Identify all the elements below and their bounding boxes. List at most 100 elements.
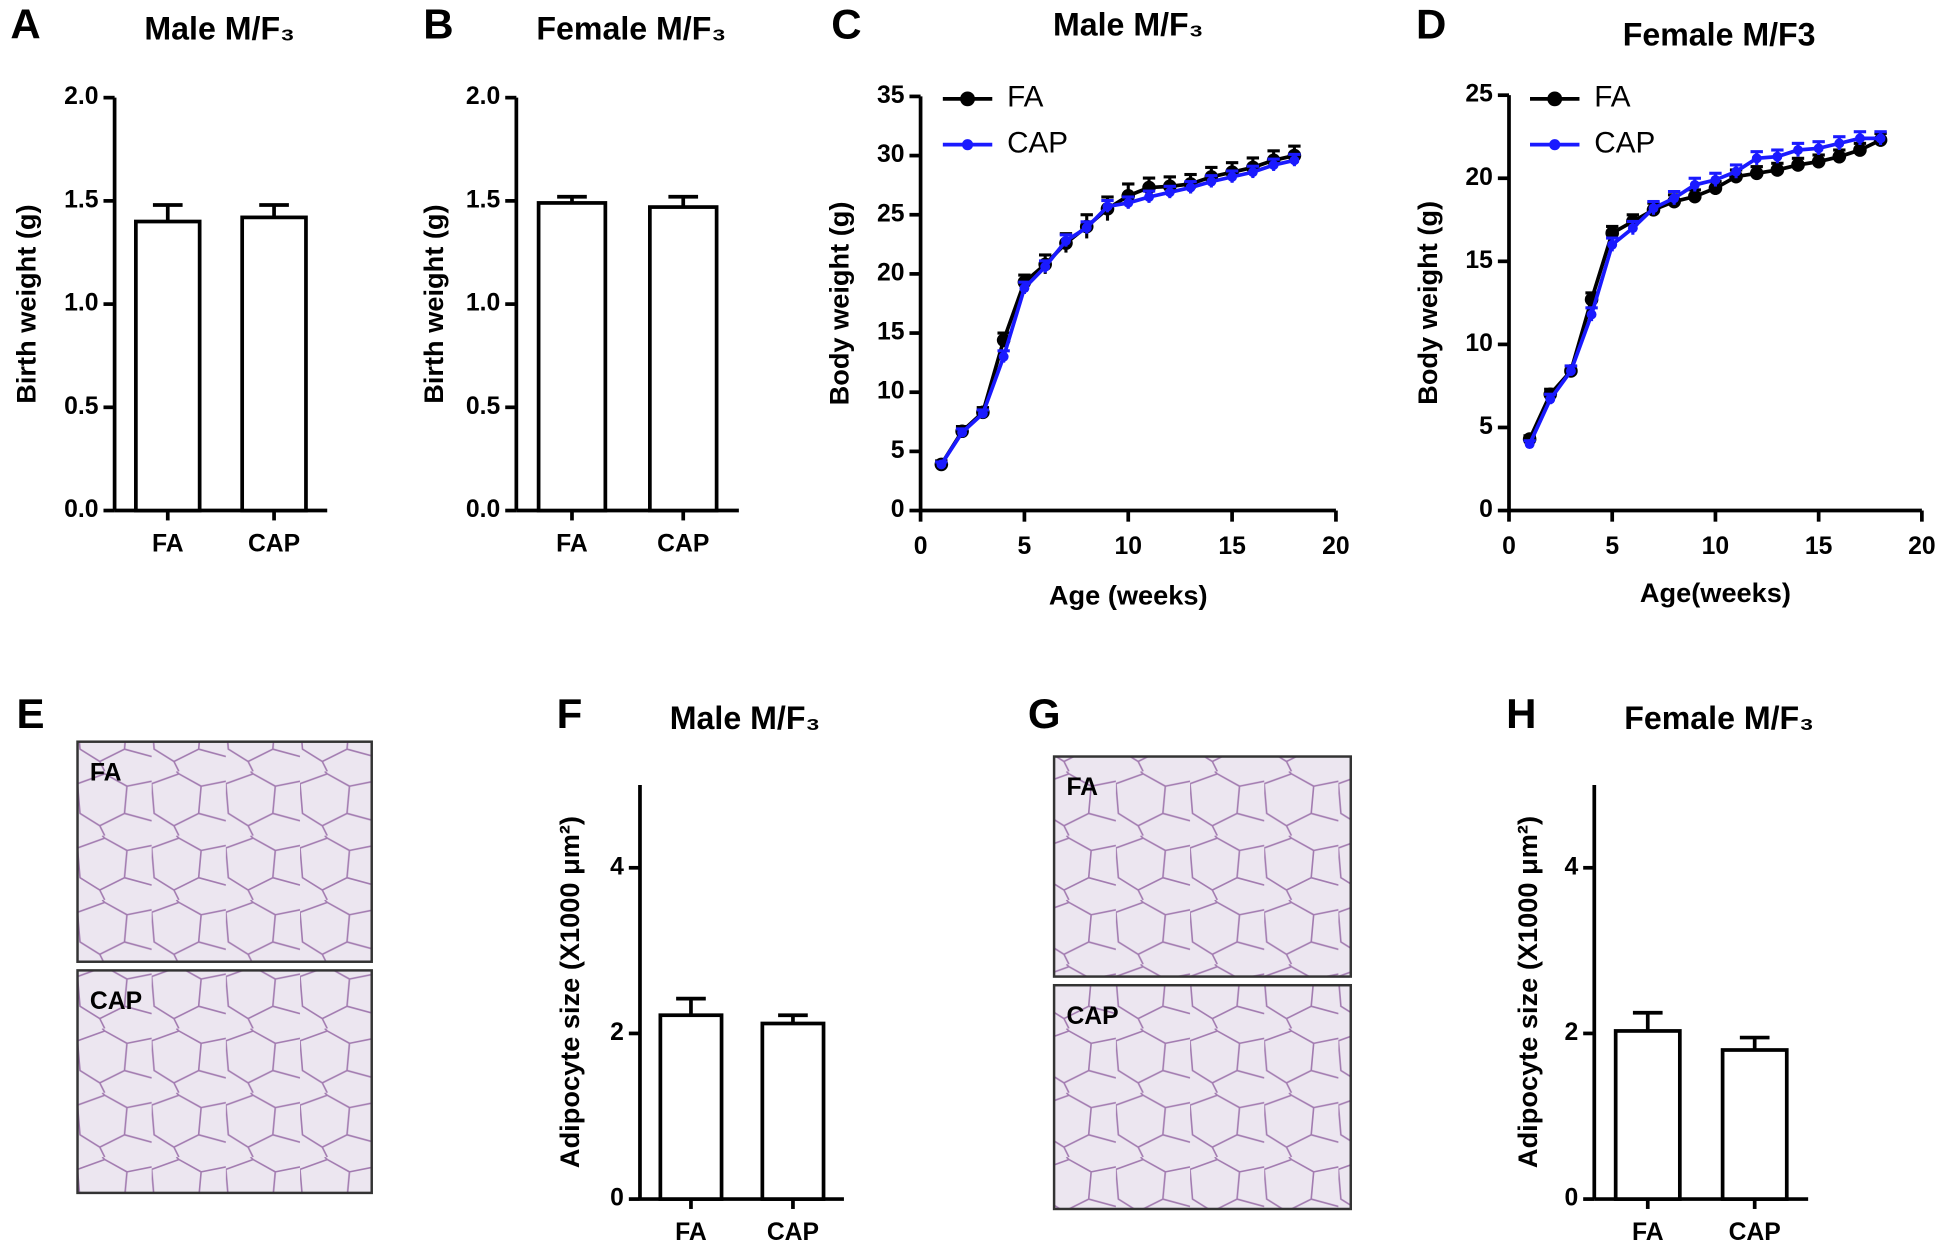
y-tick-label: 0 [1479, 496, 1493, 523]
point [1710, 174, 1721, 185]
point [1853, 143, 1867, 157]
panel-letter: F [557, 690, 583, 737]
x-tick-label: 15 [1805, 533, 1833, 560]
x-tick-label: 15 [1218, 533, 1246, 560]
x-tick-label: FA [152, 531, 184, 558]
point [1749, 166, 1764, 181]
bar [240, 215, 308, 513]
y-tick-label: 30 [877, 141, 905, 168]
point [1708, 181, 1723, 196]
y-tick-label: 15 [1465, 247, 1493, 274]
point [1102, 201, 1113, 212]
y-tick-label: 4 [1564, 853, 1578, 880]
panel-letter: G [1028, 690, 1061, 737]
point [977, 408, 988, 419]
legend-marker [1549, 139, 1561, 151]
point [1811, 154, 1826, 169]
y-tick-label: 5 [891, 437, 905, 464]
point [1040, 261, 1051, 272]
series-line [939, 153, 1295, 466]
panel-letter: D [1416, 0, 1446, 47]
point [998, 351, 1009, 362]
y-tick-label: 2.0 [466, 83, 500, 110]
micrograph [76, 969, 373, 1195]
point [1793, 145, 1803, 155]
micrograph [76, 740, 373, 963]
point [1875, 133, 1886, 144]
legend-label: FA [1007, 81, 1043, 114]
micrograph [1052, 983, 1353, 1211]
y-tick-label: 25 [877, 200, 905, 227]
y-tick-label: 0.0 [466, 496, 500, 523]
bar [760, 1021, 826, 1201]
y-tick-label: 2.0 [64, 83, 98, 110]
y-axis-label: Body weight (g) [1412, 201, 1443, 405]
point [1689, 179, 1700, 190]
panel-letter: E [17, 690, 45, 737]
bar [1720, 1048, 1789, 1201]
point [1227, 171, 1238, 182]
y-tick-label: 5 [1479, 413, 1493, 440]
panel-letter: H [1506, 690, 1536, 737]
x-tick-label: CAP [248, 531, 300, 558]
point [1648, 203, 1659, 214]
point [1019, 283, 1030, 294]
point [1123, 197, 1134, 208]
point [1669, 193, 1680, 204]
y-tick-label: 0.0 [64, 496, 98, 523]
y-tick-label: 1.5 [64, 186, 99, 213]
x-tick-label: FA [675, 1219, 707, 1246]
point [1731, 166, 1742, 177]
series-line [1527, 136, 1881, 445]
micrograph-label: FA [90, 759, 122, 786]
point [1791, 158, 1805, 172]
panel-title: Male M/F₃ [670, 700, 821, 736]
y-tick-label: 2 [610, 1019, 624, 1046]
point [1751, 153, 1762, 164]
bar [658, 1013, 724, 1201]
y-tick-label: 10 [877, 378, 905, 405]
legend-marker [1547, 91, 1563, 107]
x-tick-label: CAP [657, 531, 709, 558]
point [1185, 182, 1196, 193]
y-tick-label: 4 [610, 853, 624, 880]
panel-letter: A [10, 0, 40, 47]
point [1605, 226, 1620, 240]
panel-title: Male M/F₃ [144, 10, 295, 46]
y-axis-label: Body weight (g) [824, 202, 855, 406]
x-tick-label: FA [556, 531, 588, 558]
y-tick-label: 20 [877, 259, 905, 286]
point [1524, 439, 1535, 450]
point [1834, 138, 1845, 149]
y-tick-label: 1.5 [466, 186, 501, 213]
x-tick-label: 5 [1018, 533, 1032, 560]
point [1081, 222, 1092, 233]
point [936, 459, 947, 470]
point [1854, 133, 1865, 144]
x-tick-label: CAP [1729, 1219, 1781, 1246]
y-tick-label: 0 [610, 1185, 624, 1212]
panel-letter: C [831, 0, 861, 47]
legend-label: CAP [1007, 126, 1068, 159]
legend-marker [960, 91, 975, 107]
point [1061, 235, 1071, 246]
bar [134, 219, 202, 513]
x-tick-label: 5 [1605, 533, 1619, 560]
y-axis-label: Adipocyte size (X1000 μm²) [554, 816, 585, 1168]
y-tick-label: 0 [1564, 1185, 1578, 1212]
legend-label: FA [1594, 81, 1630, 114]
y-axis-label: Adipocyte size (X1000 μm²) [1512, 816, 1543, 1168]
x-axis-label: Age (weeks) [1049, 579, 1208, 610]
point [1545, 394, 1556, 405]
point [1627, 223, 1638, 234]
y-tick-label: 0.5 [64, 393, 99, 420]
point [1565, 366, 1576, 376]
panel-title: Female M/F₃ [536, 10, 726, 46]
y-tick-label: 15 [877, 319, 905, 346]
point [1206, 176, 1217, 187]
point [1772, 151, 1783, 162]
y-tick-label: 25 [1465, 81, 1493, 108]
panel-title: Female M/F3 [1623, 17, 1816, 53]
panel-title: Male M/F₃ [1053, 7, 1204, 43]
